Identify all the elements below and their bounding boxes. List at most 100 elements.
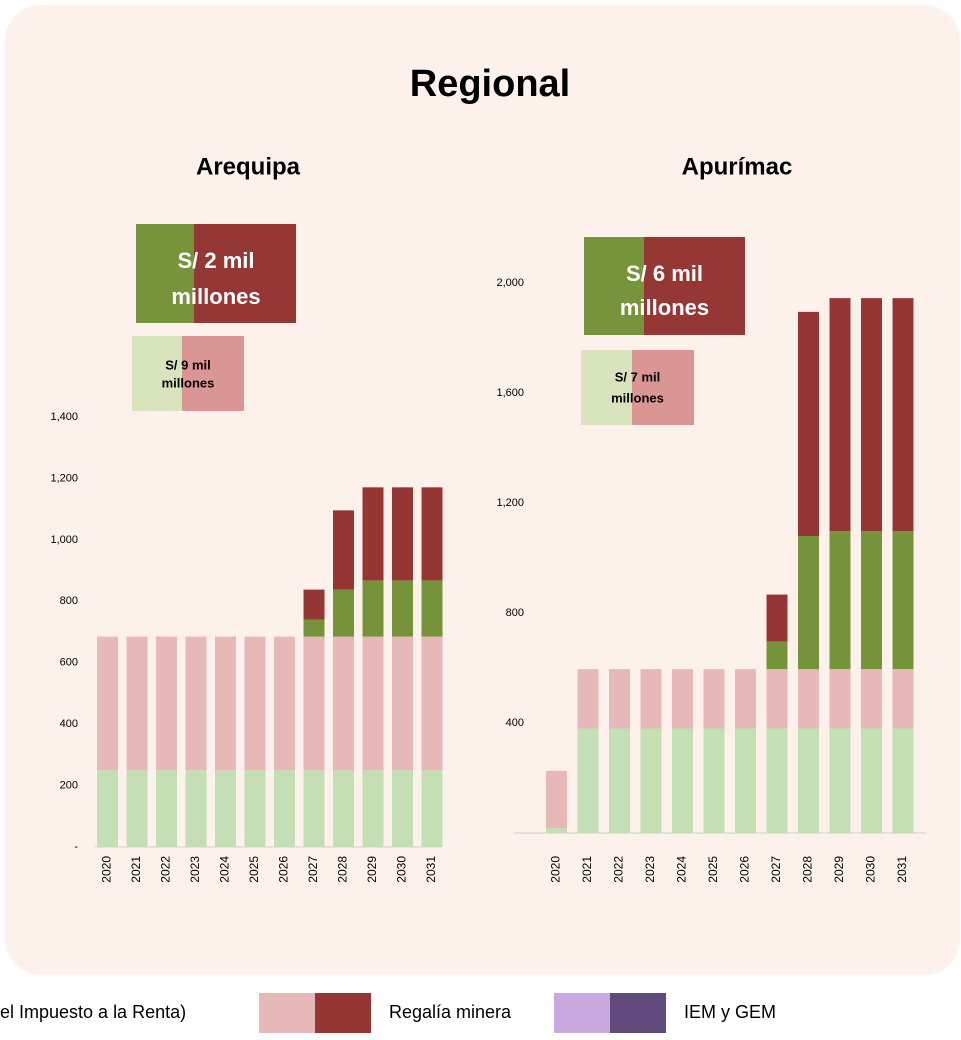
chart-title: Arequipa <box>196 153 301 180</box>
bar-segment <box>861 669 882 729</box>
bar-segment <box>333 589 354 637</box>
bar-segment <box>766 641 788 670</box>
bar-segment <box>362 636 384 771</box>
annotation-text: S/ 6 mil <box>626 261 703 286</box>
bar-segment <box>546 770 567 829</box>
bar-segment <box>215 770 236 847</box>
bar-segment <box>244 636 266 771</box>
bar-segment <box>156 636 177 771</box>
annotation-box <box>584 237 644 335</box>
bar-segment <box>798 311 819 536</box>
bar-segment <box>362 487 384 581</box>
bar-segment <box>303 619 325 637</box>
y-tick-label: 1,400 <box>50 411 78 423</box>
x-tick-label: 2026 <box>277 856 291 883</box>
bar-segment <box>892 298 914 532</box>
bar-segment <box>829 531 851 670</box>
y-tick-label: 200 <box>60 779 78 791</box>
y-tick-label: 1,600 <box>496 387 524 399</box>
y-tick-label: 1,000 <box>50 534 78 546</box>
bar-segment <box>640 728 662 833</box>
annotation-box <box>182 336 244 411</box>
bar-segment <box>156 770 177 847</box>
y-tick-label: 2,000 <box>496 277 524 289</box>
bar-segment <box>640 669 662 729</box>
x-tick-label: 2029 <box>365 856 379 883</box>
bar-segment <box>421 487 443 581</box>
bar-segment <box>392 770 413 847</box>
x-tick-label: 2023 <box>188 856 202 883</box>
x-tick-label: 2031 <box>424 856 438 883</box>
page-title: Regional <box>410 63 570 105</box>
bar-segment <box>421 770 443 847</box>
bar-segment <box>362 770 384 847</box>
annotation-text: millones <box>611 390 664 405</box>
bar-segment <box>274 770 295 847</box>
bar-segment <box>392 636 413 771</box>
bar-segment <box>892 669 914 729</box>
legend-swatch <box>610 993 666 1033</box>
annotation-box <box>136 224 194 323</box>
y-tick-label: 1,200 <box>496 497 524 509</box>
bar-segment <box>577 669 599 729</box>
y-tick-label: 600 <box>60 657 78 669</box>
x-tick-label: 2029 <box>832 856 846 883</box>
x-tick-label: 2024 <box>675 856 689 883</box>
bar-segment <box>392 487 413 581</box>
bar-segment <box>892 531 914 670</box>
legend-swatch <box>259 993 315 1033</box>
y-tick-label: 800 <box>506 607 524 619</box>
y-tick-label: 1,200 <box>50 472 78 484</box>
bar-segment <box>703 669 725 729</box>
annotation-text: millones <box>171 284 260 309</box>
annotation-text: millones <box>162 375 215 390</box>
x-tick-label: 2026 <box>738 856 752 883</box>
bar-segment <box>333 770 354 847</box>
x-tick-label: 2021 <box>580 856 594 883</box>
bar-segment <box>766 728 788 833</box>
bar-segment <box>185 770 207 847</box>
bar-segment <box>861 298 882 532</box>
annotation-box <box>632 350 694 425</box>
annotation-box <box>581 350 632 425</box>
bar-segment <box>829 728 851 833</box>
legend-label: el Impuesto a la Renta) <box>0 1002 186 1022</box>
bar-segment <box>97 636 118 771</box>
bar-segment <box>672 728 693 833</box>
bar-segment <box>303 636 325 771</box>
x-tick-label: 2028 <box>336 856 350 883</box>
bar-segment <box>798 536 819 670</box>
legend-swatch <box>554 993 610 1033</box>
bar-segment <box>861 728 882 833</box>
legend-label: IEM y GEM <box>684 1002 776 1022</box>
annotation-text: S/ 2 mil <box>177 248 254 273</box>
bar-segment <box>274 636 295 771</box>
bar-segment <box>303 770 325 847</box>
bar-segment <box>577 728 599 833</box>
bar-segment <box>546 828 567 833</box>
bar-segment <box>333 636 354 771</box>
annotation-text: millones <box>620 295 709 320</box>
x-tick-label: 2024 <box>218 856 232 883</box>
bar-segment <box>892 728 914 833</box>
bar-segment <box>421 636 443 771</box>
annotation-box <box>194 224 296 323</box>
x-tick-label: 2028 <box>801 856 815 883</box>
x-tick-label: 2020 <box>100 856 114 883</box>
bar-segment <box>798 669 819 729</box>
bar-segment <box>735 728 756 833</box>
bar-segment <box>126 770 148 847</box>
bar-segment <box>185 636 207 771</box>
x-tick-label: 2022 <box>159 856 173 883</box>
bar-segment <box>609 728 630 833</box>
bar-segment <box>861 531 882 670</box>
annotation-text: S/ 7 mil <box>615 369 661 384</box>
x-tick-label: 2020 <box>549 856 563 883</box>
y-tick-label: - <box>74 841 78 853</box>
bar-segment <box>829 298 851 532</box>
x-tick-label: 2022 <box>612 856 626 883</box>
x-tick-label: 2030 <box>864 856 878 883</box>
y-tick-label: 400 <box>506 717 524 729</box>
annotation-box <box>644 237 745 335</box>
